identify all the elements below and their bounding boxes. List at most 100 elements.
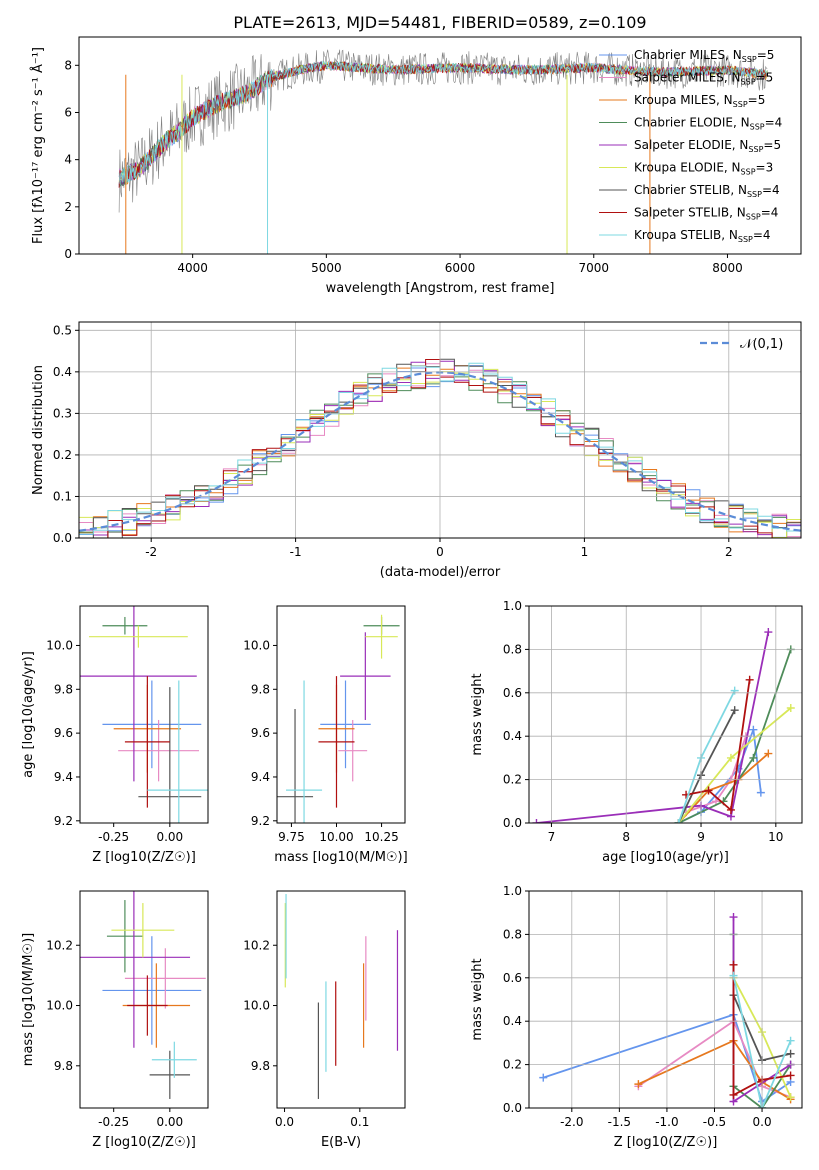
tick-label: 7 (548, 830, 556, 844)
tick-label: 9.75 (278, 830, 305, 844)
tick-label: 0.8 (503, 927, 522, 941)
weight-marker (726, 805, 735, 814)
weight-marker (729, 1090, 738, 1099)
axes-frame (79, 890, 209, 1109)
tick-label: 8 (622, 830, 630, 844)
legend-rest: =3 (756, 161, 774, 175)
weight-line (732, 964, 791, 1097)
x-axis-label: Z [log10(Z/Z☉)] (92, 1135, 196, 1150)
weight-marker (539, 1073, 548, 1082)
tick-label: 0.4 (503, 1014, 522, 1028)
legend-rest: =4 (753, 228, 771, 242)
tick-label: 0.4 (503, 729, 522, 743)
tick-label: 2 (725, 545, 733, 559)
tick-label: 10.0 (243, 999, 270, 1013)
tick-label: 0.0 (503, 1101, 522, 1115)
weight-line (685, 679, 751, 812)
tick-label: 0.00 (156, 1115, 183, 1129)
weight-marker (764, 749, 773, 758)
y-axis-label: age [log10(age/yr)] (21, 651, 36, 778)
chart-mass-vs-EBV: 0.0 0.1 9.8 10.0 10.2 E(B-V) (243, 890, 406, 1150)
tick-label: 0.3 (53, 406, 72, 420)
tick-label: 10.2 (243, 938, 270, 952)
x-axis-label: Z [log10(Z/Z☉)] (92, 850, 196, 865)
tick-label: -0.25 (98, 830, 129, 844)
weight-line (732, 975, 792, 1108)
tick-label: 0.8 (503, 642, 522, 656)
weight-marker (729, 960, 738, 969)
legend-sub: SSP (746, 213, 761, 222)
tick-label: 0.6 (503, 971, 522, 985)
tick-label: 6 (64, 105, 72, 119)
tick-label: 2 (64, 200, 72, 214)
legend-rest: =4 (762, 183, 780, 197)
weight-marker (704, 786, 713, 795)
tick-label: 0.2 (53, 448, 72, 462)
weight-marker (786, 1036, 795, 1045)
axes-frame (528, 890, 803, 1109)
chart-weight-vs-Z: -2.0 -1.5 -1.0 -0.5 0.0 0.0 0.2 0.4 0.6 0.8 1.0 Z [… (470, 884, 803, 1150)
chart-residuals: -2 -1 0 1 2 0.0 0.1 0.2 0.3 0.4 0.5 (data-model)/er… (31, 321, 802, 580)
tick-label: 10.0 (46, 638, 73, 652)
tick-label: -1.0 (655, 1115, 678, 1129)
tick-label: 1.0 (503, 884, 522, 898)
tick-label: 5000 (311, 261, 342, 275)
tick-label: 9.2 (251, 814, 270, 828)
y-axis-label: mass [log10(M/M☉)] (21, 933, 36, 1066)
weight-marker (729, 913, 738, 922)
tick-label: 0.1 (53, 489, 72, 503)
y-axis-label: Normed distribution (31, 365, 46, 495)
tick-label: 9.8 (251, 682, 270, 696)
tick-label: 0.0 (753, 1115, 772, 1129)
legend-rest: =5 (763, 138, 781, 152)
tick-label: 1 (581, 545, 589, 559)
chart-age-vs-mass: 9.75 10.00 10.25 9.2 9.4 9.6 9.8 10.0 mass [log1… (243, 605, 408, 865)
legend-label: Chabrier MILES, NSSP=5 (634, 48, 774, 64)
legend-label: Salpeter ELODIE, NSSP=5 (634, 138, 781, 154)
legend-rest: =5 (748, 93, 766, 107)
tick-label: 0.00 (156, 830, 183, 844)
tick-label: -1 (290, 545, 302, 559)
weight-line (536, 631, 770, 823)
chart-mass-vs-Z: -0.25 0.00 9.8 10.0 10.2 Z [log10(Z/Z☉)] mass … (21, 890, 209, 1150)
legend-rest: =5 (757, 48, 775, 62)
plot-area (277, 614, 400, 823)
chart-spectrum: 4000 5000 6000 7000 8000 0 2 4 6 8 wavelength [Ang… (30, 36, 802, 296)
plot-area (80, 891, 206, 1099)
x-axis-label: E(B-V) (321, 1135, 361, 1150)
tick-label: -0.5 (703, 1115, 726, 1129)
tick-label: 1.0 (503, 599, 522, 613)
tick-label: 10.2 (46, 938, 73, 952)
tick-label: 9.2 (54, 814, 73, 828)
chart-weight-vs-age: 7 8 9 10 0.0 0.2 0.4 0.6 0.8 1.0 age [log10(age/yr… (470, 599, 803, 865)
legend-label: Chabrier ELODIE, NSSP=4 (634, 116, 782, 132)
tick-label: 8000 (712, 261, 743, 275)
weight-marker (786, 703, 795, 712)
legend-sub: SSP (747, 190, 762, 199)
legend-label: Chabrier STELIB, NSSP=4 (634, 183, 780, 199)
axes-frame (528, 605, 803, 824)
axes-frame (276, 890, 406, 1109)
axes-frame (78, 36, 802, 255)
legend-sub: SSP (741, 78, 756, 87)
y-axis-label: mass weight (470, 673, 485, 755)
legend-sub: SSP (733, 100, 748, 109)
tick-label: 0 (64, 247, 72, 261)
tick-label: 7000 (578, 261, 609, 275)
weight-marker (745, 675, 754, 684)
weight-line (638, 1039, 792, 1101)
tick-label: 0.4 (53, 365, 72, 379)
tick-label: 0.6 (503, 686, 522, 700)
chart-age-vs-Z: -0.25 0.00 9.2 9.4 9.6 9.8 10.0 Z [log10(Z/Z☉)]… (21, 605, 209, 865)
tick-label: 8 (64, 58, 72, 72)
x-axis-label: mass [log10(M/M☉)] (274, 850, 407, 865)
tick-label: 0.0 (275, 1115, 294, 1129)
axes-frame (79, 605, 209, 824)
legend-label: Salpeter MILES, NSSP=5 (634, 71, 773, 87)
tick-label: 4 (64, 153, 72, 167)
legend-label: Kroupa STELIB, NSSP=4 (634, 228, 771, 244)
weight-marker (532, 819, 541, 823)
tick-label: -1.5 (608, 1115, 631, 1129)
weight-marker (674, 819, 683, 823)
